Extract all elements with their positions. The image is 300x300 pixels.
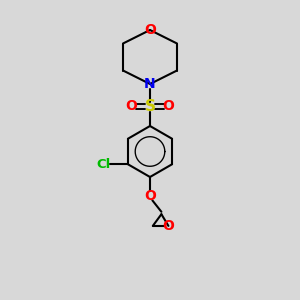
Text: S: S [145,99,155,114]
Text: O: O [144,23,156,37]
Text: Cl: Cl [96,158,110,171]
Text: O: O [163,100,175,113]
Text: N: N [144,77,156,91]
Text: O: O [163,219,174,233]
Text: O: O [125,100,137,113]
Text: O: O [144,189,156,202]
